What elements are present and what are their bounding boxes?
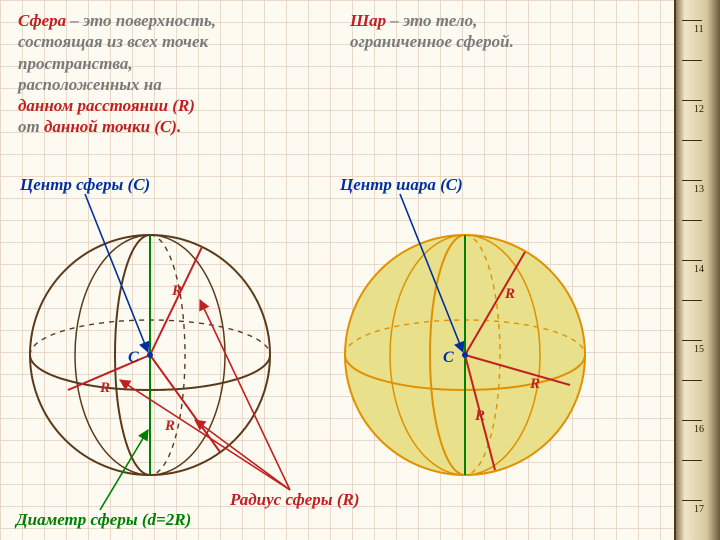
sphere-R1: R [171,283,182,299]
ball-figure: С R R R [345,235,585,475]
sphere-C-letter: С [128,349,139,366]
sphere-figure: С R R R [30,235,270,475]
ball-R1: R [504,286,515,302]
ball-R2: R [529,376,540,392]
sphere-R2: R [99,380,110,396]
diagram-svg: С R R R С R R R [0,0,720,540]
ball-R3: R [474,408,485,424]
content-layer: Сфера – это поверхность, состоящая из вс… [0,0,720,540]
ball-C-letter: С [443,349,454,366]
sphere-R3: R [164,418,175,434]
